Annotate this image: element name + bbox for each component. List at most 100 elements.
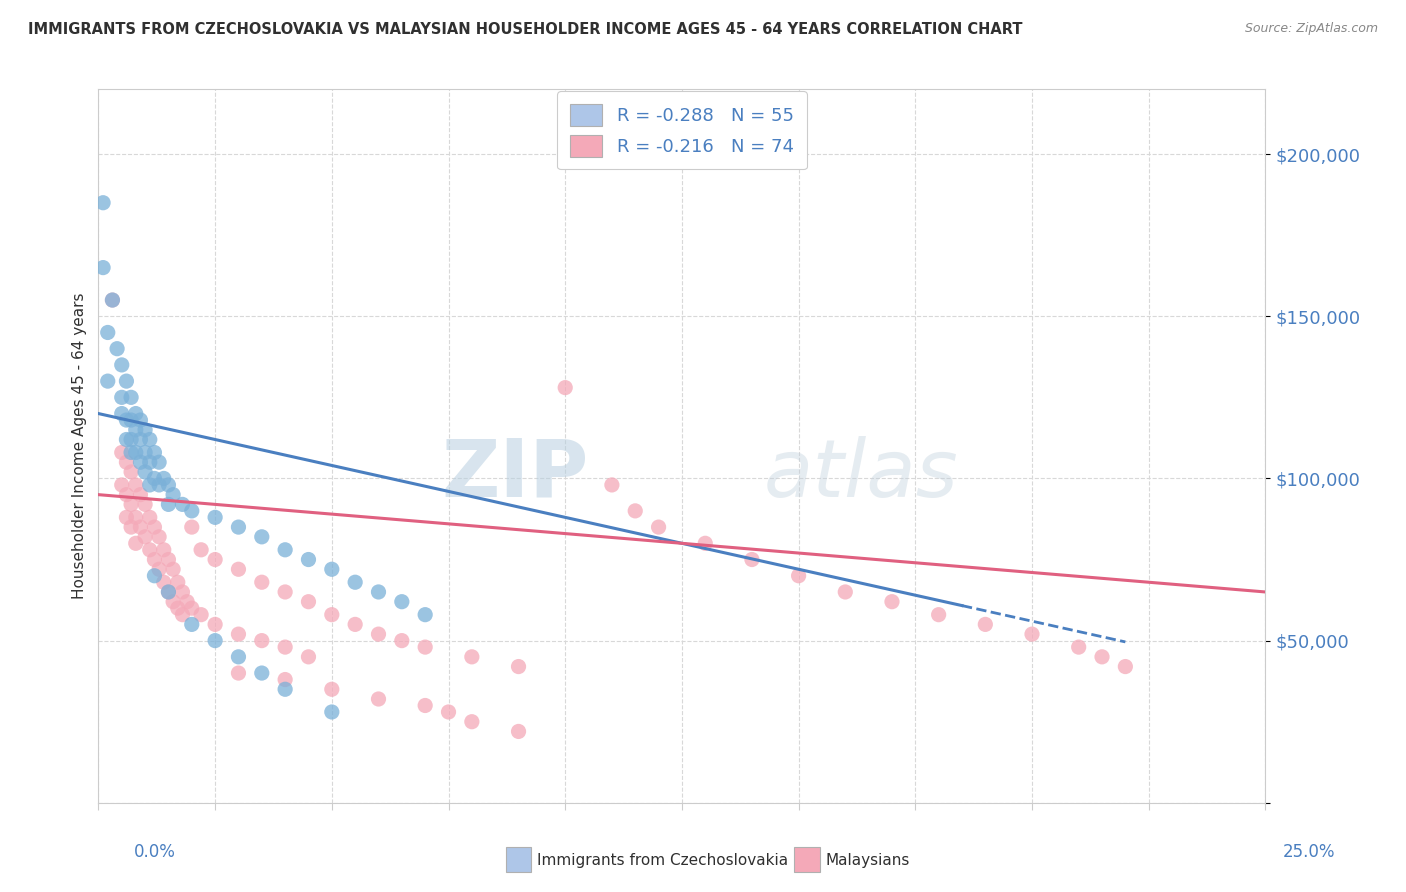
Point — [129, 455, 152, 469]
Point — [274, 682, 297, 697]
Point — [297, 595, 319, 609]
Point — [125, 510, 148, 524]
Point — [143, 445, 166, 459]
Point — [134, 465, 156, 479]
Point — [321, 682, 343, 697]
Point — [172, 497, 194, 511]
Point — [166, 575, 188, 590]
Point — [139, 433, 162, 447]
Point — [508, 659, 530, 673]
Point — [228, 562, 250, 576]
Point — [461, 714, 484, 729]
Point — [129, 433, 152, 447]
Point — [148, 455, 170, 469]
Point — [157, 585, 180, 599]
Point — [129, 520, 152, 534]
Point — [97, 326, 120, 340]
Point — [148, 562, 170, 576]
Point — [125, 478, 148, 492]
Text: Source: ZipAtlas.com: Source: ZipAtlas.com — [1244, 22, 1378, 36]
Point — [111, 407, 134, 421]
Point — [250, 530, 273, 544]
Point — [115, 510, 138, 524]
Point — [176, 595, 198, 609]
Point — [120, 390, 142, 404]
Point — [152, 471, 174, 485]
Point — [204, 510, 226, 524]
Point — [228, 666, 250, 681]
Point — [157, 585, 180, 599]
Point — [134, 423, 156, 437]
Point — [367, 585, 389, 599]
Point — [162, 595, 184, 609]
Point — [139, 510, 162, 524]
Point — [125, 445, 148, 459]
Text: 25.0%: 25.0% — [1284, 843, 1336, 861]
Point — [190, 607, 212, 622]
Point — [157, 552, 180, 566]
Point — [143, 568, 166, 582]
Point — [152, 542, 174, 557]
Text: ZIP: ZIP — [441, 435, 589, 514]
Point — [228, 627, 250, 641]
Point — [148, 478, 170, 492]
Point — [111, 478, 134, 492]
Point — [204, 617, 226, 632]
Point — [880, 595, 903, 609]
Point — [115, 455, 138, 469]
Point — [180, 504, 202, 518]
Point — [274, 585, 297, 599]
Text: IMMIGRANTS FROM CZECHOSLOVAKIA VS MALAYSIAN HOUSEHOLDER INCOME AGES 45 - 64 YEAR: IMMIGRANTS FROM CZECHOSLOVAKIA VS MALAYS… — [28, 22, 1022, 37]
Point — [111, 445, 134, 459]
Text: atlas: atlas — [763, 435, 959, 514]
Point — [274, 640, 297, 654]
Point — [413, 607, 436, 622]
Point — [180, 617, 202, 632]
Point — [139, 478, 162, 492]
Point — [120, 413, 142, 427]
Point — [695, 536, 717, 550]
Point — [228, 649, 250, 664]
Point — [1091, 649, 1114, 664]
Point — [647, 520, 669, 534]
Point — [143, 552, 166, 566]
Point — [143, 471, 166, 485]
Point — [321, 562, 343, 576]
Point — [139, 455, 162, 469]
Point — [120, 520, 142, 534]
Point — [228, 520, 250, 534]
Point — [1021, 627, 1043, 641]
Point — [91, 195, 114, 210]
Point — [391, 633, 413, 648]
Point — [148, 530, 170, 544]
Point — [250, 633, 273, 648]
Point — [1067, 640, 1090, 654]
Text: Malaysians: Malaysians — [825, 854, 910, 868]
Point — [139, 542, 162, 557]
Point — [834, 585, 856, 599]
Point — [344, 575, 367, 590]
Point — [741, 552, 763, 566]
Point — [129, 488, 152, 502]
Point — [105, 342, 128, 356]
Point — [125, 536, 148, 550]
Point — [172, 585, 194, 599]
Point — [274, 542, 297, 557]
Point — [508, 724, 530, 739]
Point — [180, 601, 202, 615]
Point — [157, 478, 180, 492]
Point — [413, 640, 436, 654]
Y-axis label: Householder Income Ages 45 - 64 years: Householder Income Ages 45 - 64 years — [72, 293, 87, 599]
Point — [111, 358, 134, 372]
Point — [344, 617, 367, 632]
Point — [367, 627, 389, 641]
Point — [204, 633, 226, 648]
Point — [928, 607, 950, 622]
Point — [554, 381, 576, 395]
Point — [461, 649, 484, 664]
Point — [166, 601, 188, 615]
Point — [152, 575, 174, 590]
Point — [190, 542, 212, 557]
Point — [413, 698, 436, 713]
Point — [297, 649, 319, 664]
